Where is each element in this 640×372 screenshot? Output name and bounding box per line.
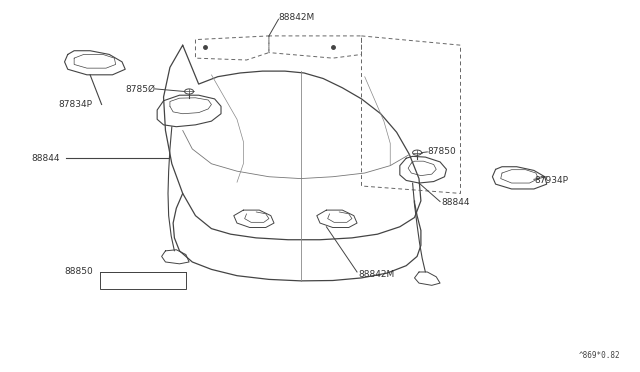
Text: 88842M: 88842M: [358, 270, 395, 279]
Text: 88844: 88844: [442, 198, 470, 207]
Text: 88844: 88844: [31, 154, 60, 163]
Text: 8785Ø: 8785Ø: [125, 84, 156, 93]
Text: ^869*0.82: ^869*0.82: [579, 351, 620, 360]
Text: 88850: 88850: [65, 267, 93, 276]
Bar: [100, 272, 186, 289]
Text: 87934P: 87934P: [534, 176, 568, 185]
Text: 88842M: 88842M: [278, 13, 315, 22]
Text: 87834P: 87834P: [58, 100, 92, 109]
Text: 87850: 87850: [428, 147, 456, 156]
